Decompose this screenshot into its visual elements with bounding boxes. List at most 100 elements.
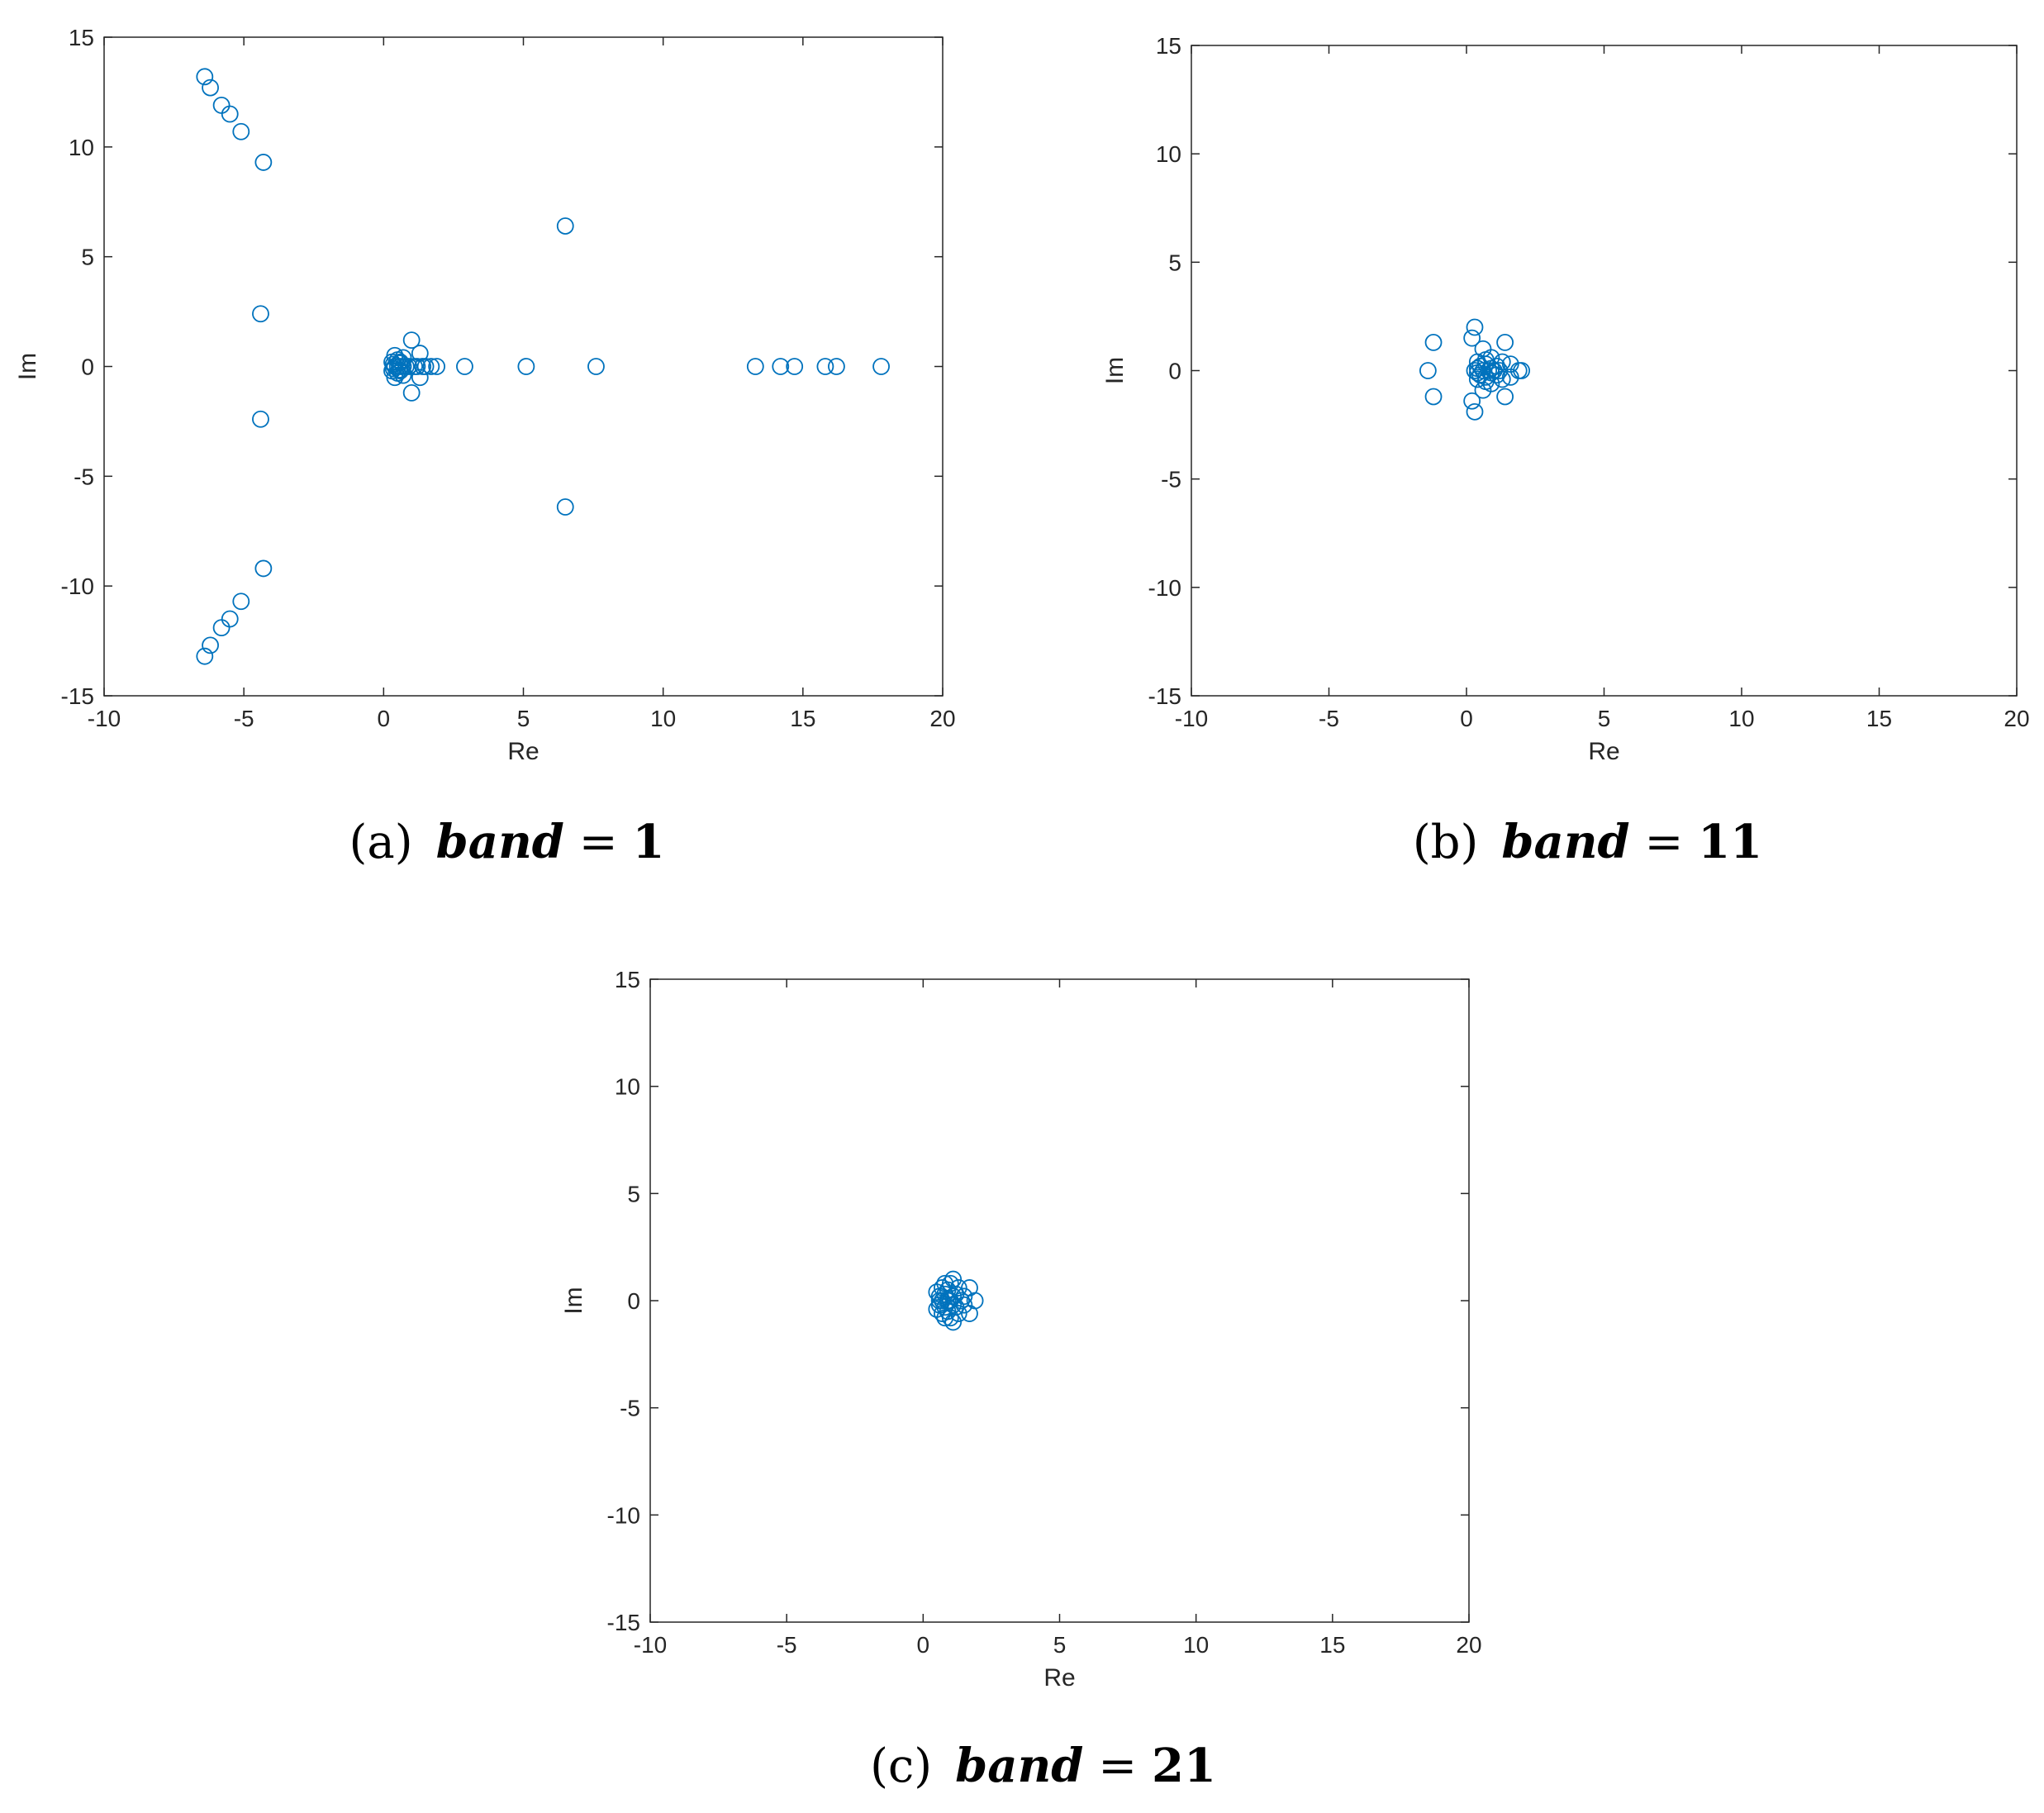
caption-value: 21: [1152, 1739, 1216, 1793]
data-point: [941, 1309, 959, 1327]
y-tick-label: 10: [1156, 141, 1181, 167]
y-axis-label: Im: [14, 353, 41, 380]
axes-box: [1191, 45, 2018, 697]
caption-variable: band: [1501, 815, 1629, 869]
data-point: [1480, 362, 1498, 379]
caption-equals: =: [564, 816, 633, 869]
data-point: [828, 358, 845, 375]
data-point: [196, 68, 214, 86]
data-point: [941, 1274, 959, 1292]
data-point: [212, 619, 231, 637]
x-tick-label: 5: [1598, 706, 1611, 731]
data-point: [411, 369, 429, 387]
x-tick-label: 20: [929, 706, 955, 731]
x-tick-label: 20: [1456, 1632, 1481, 1658]
data-point: [202, 636, 219, 654]
x-tick-label: 15: [1319, 1632, 1345, 1658]
data-point: [1496, 333, 1514, 351]
x-tick-label: 15: [790, 706, 815, 731]
data-point: [390, 355, 408, 372]
data-point: [1468, 370, 1486, 388]
data-point: [587, 358, 605, 375]
data-point: [384, 355, 402, 374]
x-tick-label: -5: [1319, 706, 1339, 731]
x-tick-label: -5: [777, 1632, 797, 1658]
x-tick-label: 5: [1053, 1632, 1067, 1658]
y-tick-label: -10: [61, 573, 94, 599]
data-point: [953, 1292, 970, 1310]
data-point: [1496, 388, 1514, 406]
y-tick-label: 15: [615, 967, 640, 992]
data-point: [556, 217, 574, 235]
x-tick-label: -5: [234, 706, 254, 731]
caption-value: 11: [1698, 815, 1762, 869]
data-point: [816, 358, 834, 375]
y-tick-label: 15: [1156, 33, 1181, 59]
y-tick-label: -5: [620, 1396, 640, 1421]
x-tick-label: -10: [634, 1632, 667, 1658]
data-point: [944, 1296, 963, 1314]
data-point: [517, 358, 535, 375]
data-point: [1424, 388, 1443, 406]
subplot-caption: (a) band = 1: [349, 815, 665, 869]
data-point: [390, 361, 408, 378]
x-tick-label: 0: [917, 1632, 930, 1658]
data-point: [221, 610, 239, 628]
caption-variable: band: [955, 1739, 1083, 1793]
y-tick-label: 5: [627, 1181, 640, 1206]
x-tick-label: 10: [1728, 706, 1754, 731]
data-point: [408, 358, 426, 375]
y-tick-label: -5: [74, 464, 94, 489]
data-point: [422, 358, 440, 375]
x-tick-label: 15: [1866, 706, 1892, 731]
x-tick-label: 0: [1460, 706, 1473, 731]
data-point: [1466, 402, 1484, 421]
data-point: [1463, 392, 1481, 410]
y-axis-label: Im: [560, 1287, 587, 1314]
data-point: [221, 105, 239, 123]
data-point: [1419, 362, 1437, 379]
data-point: [934, 1279, 951, 1297]
data-point: [1468, 353, 1486, 371]
data-point: [456, 358, 473, 375]
x-tick-label: 5: [517, 706, 530, 731]
caption-value: 1: [632, 815, 664, 869]
y-tick-label: 15: [69, 25, 94, 50]
data-point: [961, 1305, 978, 1322]
y-tick-label: -15: [61, 683, 94, 709]
caption-variable: band: [436, 815, 564, 869]
data-point: [961, 1279, 978, 1297]
data-point: [1476, 373, 1495, 391]
y-tick-label: 0: [1168, 359, 1181, 384]
data-point: [772, 358, 790, 375]
data-point: [1476, 350, 1495, 369]
data-point: [428, 358, 446, 375]
data-point: [928, 1283, 946, 1301]
data-point: [1424, 333, 1443, 351]
y-tick-label: -10: [1148, 575, 1181, 601]
data-point: [1490, 362, 1509, 379]
y-axis-label: Im: [1101, 357, 1129, 384]
data-point: [252, 305, 269, 323]
x-tick-label: -10: [1175, 706, 1208, 731]
data-point: [955, 1287, 973, 1306]
y-tick-label: 5: [81, 245, 94, 270]
data-point: [955, 1296, 973, 1314]
data-point: [254, 559, 273, 578]
data-point: [402, 383, 421, 402]
data-point: [252, 410, 269, 428]
caption-tag: (a): [349, 816, 436, 869]
data-point: [1466, 362, 1484, 379]
caption-tag: (c): [870, 1739, 955, 1793]
data-point: [1466, 318, 1484, 336]
y-tick-label: -5: [1161, 467, 1181, 493]
x-axis-label: Re: [1588, 738, 1619, 765]
data-point: [928, 1300, 946, 1318]
data-point: [872, 358, 890, 375]
subplot-caption: (b) band = 11: [1413, 815, 1762, 869]
y-tick-label: -15: [607, 1610, 640, 1635]
y-tick-label: 0: [81, 355, 94, 380]
